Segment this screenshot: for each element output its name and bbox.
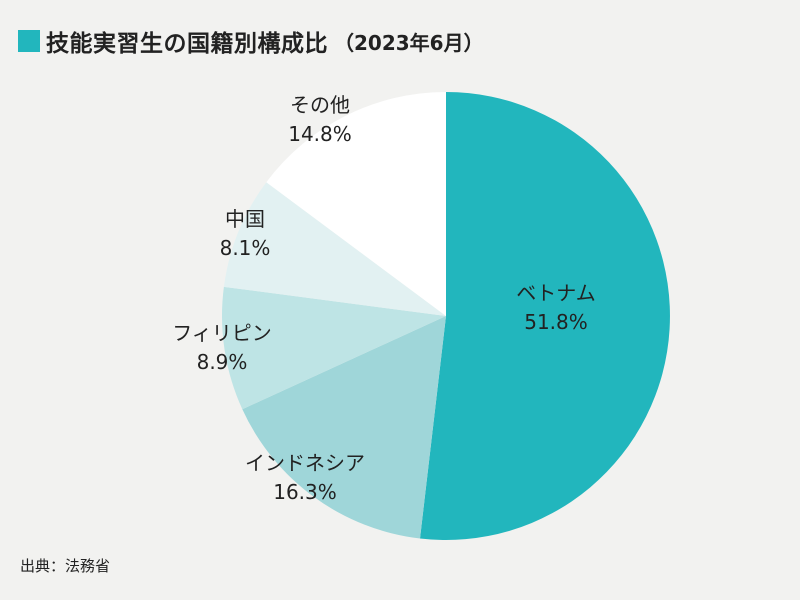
slice-name-5: その他 bbox=[290, 93, 350, 117]
chart-title: 技能実習生の国籍別構成比 （2023年6月） bbox=[18, 24, 484, 58]
slice-label-1: ベトナム 51.8% bbox=[516, 281, 595, 334]
slice-label-3: フィリピン 8.9% bbox=[172, 321, 272, 374]
slice-value-2: 16.3% bbox=[273, 480, 337, 504]
slice-name-1: ベトナム bbox=[516, 281, 595, 305]
slice-value-5: 14.8% bbox=[288, 122, 352, 146]
slice-value-1: 51.8% bbox=[524, 310, 588, 334]
slice-value-3: 8.9% bbox=[197, 350, 248, 374]
slice-value-4: 8.1% bbox=[220, 236, 271, 260]
chart-title-text: 技能実習生の国籍別構成比 bbox=[46, 31, 328, 57]
pie-slice-2 bbox=[242, 316, 446, 539]
chart-title-sub: （2023年6月） bbox=[334, 30, 484, 55]
pie-slice-3 bbox=[221, 286, 446, 410]
slice-name-4: 中国 bbox=[225, 207, 265, 231]
slice-name-2: インドネシア bbox=[245, 451, 365, 475]
slice-label-5: その他 14.8% bbox=[288, 93, 352, 146]
slice-label-4: 中国 8.1% bbox=[220, 207, 271, 260]
slice-label-2: インドネシア 16.3% bbox=[245, 451, 365, 504]
pie-slice-1 bbox=[420, 92, 670, 540]
pie-slice-5 bbox=[266, 92, 446, 316]
pie-slice-4 bbox=[223, 182, 446, 316]
source-note: 出典：法務省 bbox=[20, 557, 111, 575]
title-square-icon bbox=[18, 30, 40, 52]
slice-name-3: フィリピン bbox=[172, 321, 272, 345]
